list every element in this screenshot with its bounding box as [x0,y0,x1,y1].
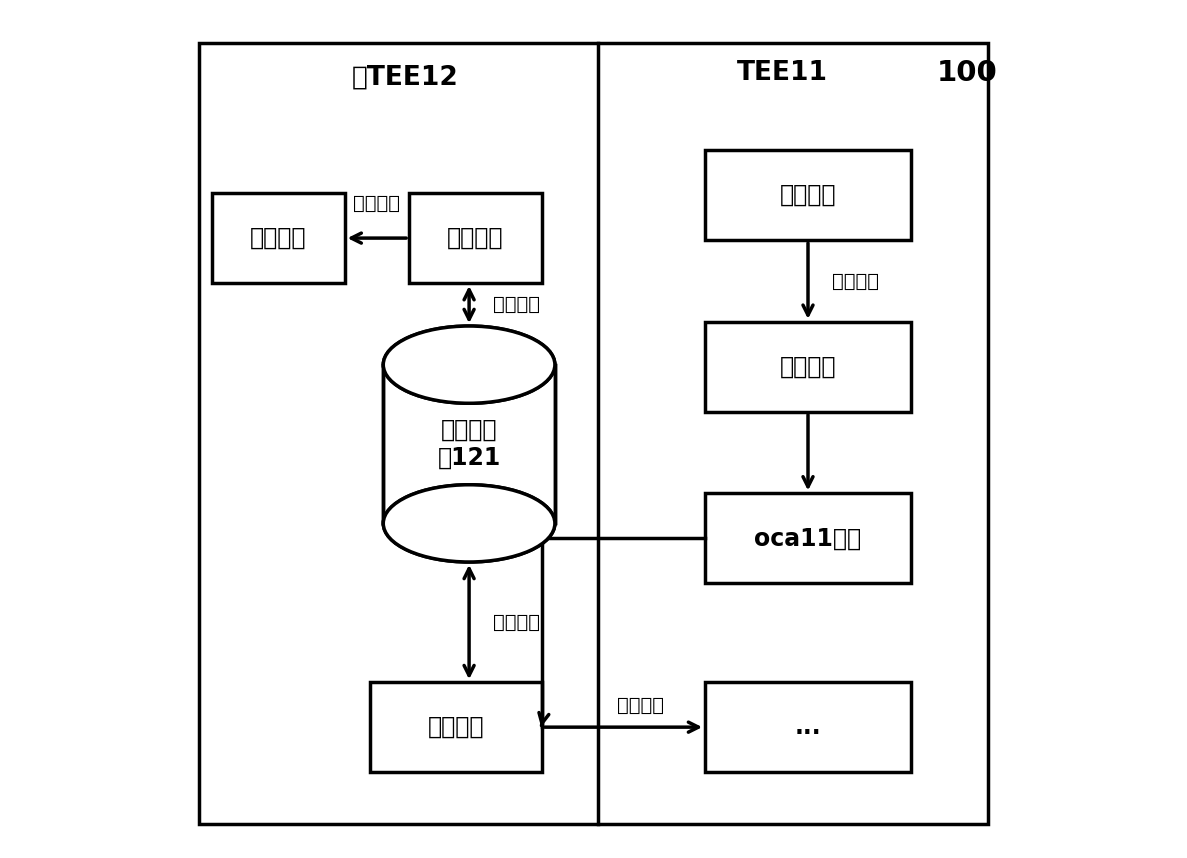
Text: oca11函数: oca11函数 [755,527,862,550]
Ellipse shape [383,485,554,562]
Text: 第二线程: 第二线程 [447,227,503,250]
Text: 打印函数: 打印函数 [780,355,837,378]
Text: ...: ... [794,716,821,739]
Bar [705,493,910,583]
Ellipse shape [383,326,554,403]
Ellipse shape [383,326,554,403]
Bar [705,150,910,240]
Text: 第一线程: 第一线程 [780,184,837,207]
Ellipse shape [383,485,554,562]
Text: 第一数据: 第一数据 [617,696,665,716]
Bar [370,682,542,772]
Text: 第二数据: 第二数据 [354,194,400,214]
Text: 第一线程: 第一线程 [429,716,484,739]
Text: 非TEE12: 非TEE12 [351,64,458,90]
Text: TEE11: TEE11 [737,60,827,86]
Bar [410,193,542,283]
Bar [383,365,554,523]
Bar [705,322,910,412]
Bar [211,193,344,283]
Text: 第二数据: 第二数据 [493,295,540,314]
Bar [705,682,910,772]
Text: 第一数据: 第一数据 [493,613,540,631]
Text: 100: 100 [937,59,997,87]
Text: 日志系统: 日志系统 [250,227,306,250]
Text: 缓冲寄存
器121: 缓冲寄存 器121 [438,418,501,470]
Text: 第一数据: 第一数据 [832,271,878,291]
